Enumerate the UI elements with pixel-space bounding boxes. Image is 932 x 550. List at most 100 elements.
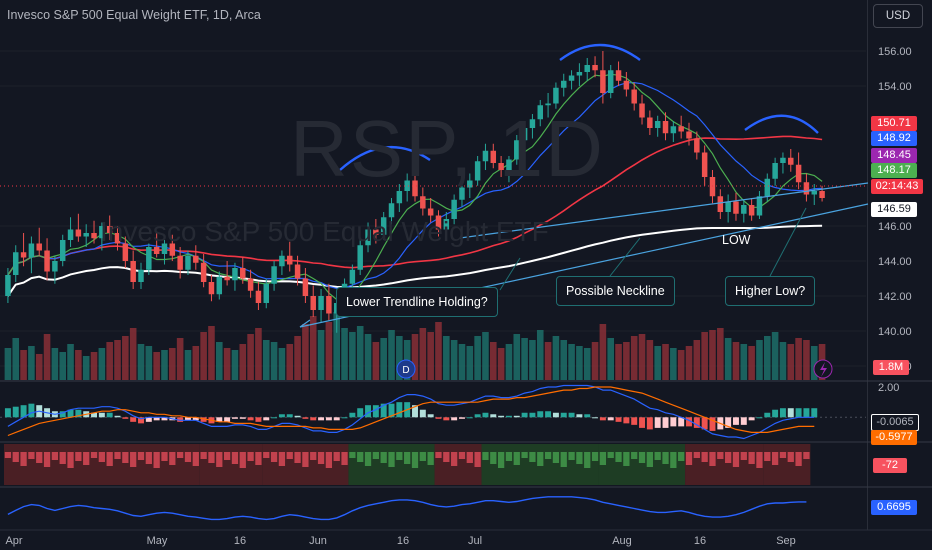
macd-histogram-bar (498, 415, 505, 418)
band-block (4, 444, 200, 485)
candle-body (310, 296, 316, 310)
macd-histogram-bar (153, 417, 160, 421)
band-bar (513, 452, 520, 465)
macd-histogram-bar (255, 417, 262, 422)
band-bar (404, 452, 411, 464)
macd-histogram-bar (310, 417, 317, 421)
macd-histogram-bar (138, 417, 144, 424)
volume-bar (474, 336, 481, 380)
macd-histogram-bar (396, 402, 403, 418)
annotation-lower-trendline[interactable]: Lower Trendline Holding? (336, 287, 498, 317)
band-bar (357, 452, 364, 462)
macd-histogram-bar (521, 412, 528, 418)
candle-body (349, 269, 356, 284)
annotation-neckline[interactable]: Possible Neckline (556, 276, 675, 306)
volume-bar (623, 342, 630, 380)
candle-body (607, 70, 614, 93)
candle-body (279, 255, 285, 267)
volume-bar (552, 336, 560, 380)
volume-bar (231, 350, 239, 380)
trendline-start (299, 319, 311, 328)
candle-body (153, 247, 160, 254)
band-block (685, 444, 764, 485)
candle-body (561, 80, 567, 88)
band-bar (568, 452, 575, 460)
neckline-trendline (459, 182, 869, 239)
macd-histogram-bar (239, 417, 246, 419)
candle-body (52, 261, 58, 272)
volume-bar (82, 356, 90, 380)
annotation-low[interactable]: LOW (722, 233, 751, 247)
candle-body (811, 191, 817, 195)
candle-body (240, 268, 246, 279)
band-bar (803, 452, 810, 459)
band-bar (255, 452, 262, 465)
band-bar (560, 452, 567, 467)
band-bar (270, 452, 278, 462)
macd-histogram-bar (318, 417, 325, 421)
candle-body (91, 233, 97, 239)
band-bar (552, 452, 560, 463)
annotation-higher-low[interactable]: Higher Low? (725, 276, 816, 306)
symbol-watermark: RSP, 1D (290, 104, 605, 193)
volume-bar (693, 340, 701, 380)
band-bar (740, 452, 747, 460)
volume-bar (591, 342, 599, 380)
macd-hist-tag: -0.0065 (871, 414, 919, 431)
volume-bar (458, 344, 466, 380)
candle-body (654, 121, 661, 128)
price-tick-label: 154.00 (878, 81, 912, 93)
candle-body (686, 131, 692, 139)
macd-line (7, 384, 815, 440)
macd-histogram-bar (106, 412, 113, 418)
candle-body (474, 161, 481, 181)
macd-histogram-bar (654, 417, 661, 428)
candle-body (232, 268, 238, 281)
band-bar (153, 452, 160, 468)
volume-bar (270, 342, 278, 380)
macd-histogram-bar (145, 417, 152, 422)
macd-histogram-bar (545, 411, 552, 418)
candle-body (247, 278, 254, 291)
macd-histogram-bar (192, 417, 199, 421)
candle-body (427, 208, 434, 216)
volume-bar (803, 340, 810, 380)
time-axis-label: 16 (234, 535, 246, 547)
macd-histogram-bar (333, 417, 340, 421)
band-bar (161, 452, 168, 461)
band-bar (474, 452, 481, 467)
band-bar (490, 452, 497, 464)
sma-mid-line (7, 81, 823, 290)
macd-histogram-bar (372, 405, 379, 418)
macd-histogram-bar (772, 409, 779, 418)
candle-body (772, 163, 778, 179)
candle-body (67, 229, 74, 240)
volume-bar (153, 352, 160, 380)
band-bar (192, 452, 199, 466)
volume-bar (114, 340, 121, 380)
candle-body (443, 219, 450, 230)
macd-histogram-bar (740, 417, 747, 425)
volume-bar (411, 334, 419, 380)
candle-body (177, 255, 183, 270)
currency-button[interactable]: USD (873, 4, 923, 28)
band-block (763, 444, 811, 485)
macd-histogram-bar (357, 408, 364, 418)
volume-bar (372, 342, 380, 380)
candle-body (553, 87, 559, 104)
volume-bar (435, 322, 442, 380)
candle-body (380, 217, 387, 235)
volume-bar (239, 344, 247, 380)
price-tick-label: 156.00 (878, 46, 912, 58)
macd-histogram-bar (278, 414, 285, 418)
volume-bar (43, 334, 51, 380)
band-bar (521, 452, 528, 458)
macd-histogram-bar (435, 417, 442, 419)
macd-histogram-bar (568, 412, 575, 418)
volume-bar (325, 322, 333, 380)
macd-histogram-bar (419, 409, 426, 418)
sma-slow-line (7, 135, 823, 276)
candle-body (482, 150, 489, 162)
band-bar (184, 452, 192, 462)
candle-body (717, 196, 724, 212)
